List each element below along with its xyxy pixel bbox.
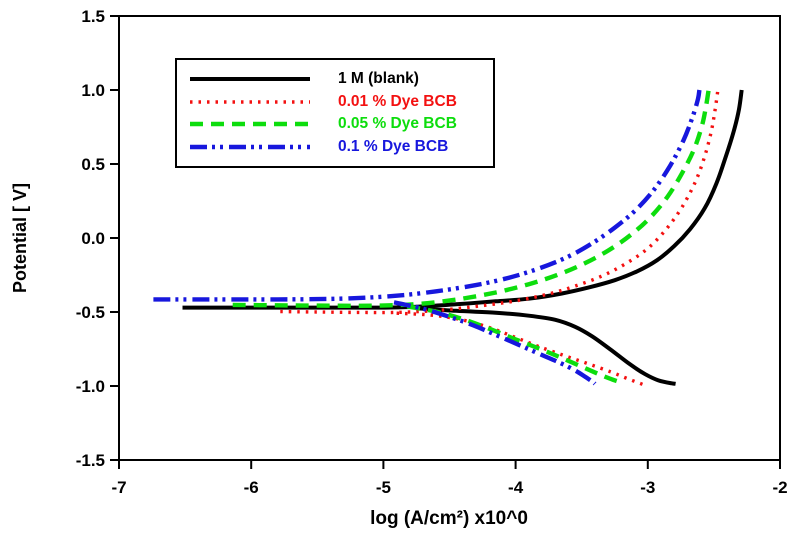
legend-line-sample <box>190 144 310 149</box>
legend-item-0-1-dye-bcb: 0.1 % Dye BCB <box>177 136 493 159</box>
legend-item-0-01-dye-bcb: 0.01 % Dye BCB <box>177 91 493 114</box>
legend-item-1-m-blank: 1 M (blank) <box>177 68 493 91</box>
legend-line-sample <box>190 122 310 127</box>
x-tick-label: -4 <box>508 478 524 497</box>
series-1-m-blank-anodic <box>182 89 744 310</box>
legend-label: 0.1 % Dye BCB <box>338 137 449 155</box>
y-tick-label: -0.5 <box>76 303 105 322</box>
y-tick-label: -1.5 <box>76 451 105 470</box>
x-tick-label: -3 <box>640 478 655 497</box>
legend-line-sample <box>190 77 310 82</box>
x-axis-title: log (A/cm²) x10^0 <box>370 508 528 529</box>
y-tick-label: -1.0 <box>76 377 105 396</box>
y-tick-label: 1.0 <box>81 81 105 100</box>
x-tick-label: -5 <box>376 478 391 497</box>
legend-item-0-05-dye-bcb: 0.05 % Dye BCB <box>177 113 493 136</box>
legend-label: 0.01 % Dye BCB <box>338 92 457 110</box>
y-tick-label: 0.0 <box>81 229 105 248</box>
series-0-05-dye-bcb-anodic <box>232 89 711 309</box>
y-axis-title: Potential [ V] <box>10 183 30 293</box>
legend: 1 M (blank) 0.01 % Dye BCB 0.05 % Dye BCB 0… <box>175 58 495 168</box>
y-tick-label: 0.5 <box>81 155 105 174</box>
x-tick-label: -6 <box>244 478 259 497</box>
axis-ticks: -7 -6 -5 -4 -3 -2 1.5 1.0 0.5 0.0 -0.5 -1.0 -1.5 <box>76 7 788 497</box>
x-tick-label: -7 <box>111 478 126 497</box>
x-tick-label: -2 <box>772 478 787 497</box>
series-curves <box>153 89 744 387</box>
legend-line-sample <box>190 100 310 104</box>
series-1-m-blank-cathodic <box>416 306 676 386</box>
legend-label: 1 M (blank) <box>338 70 419 88</box>
legend-label: 0.05 % Dye BCB <box>338 115 457 133</box>
y-tick-label: 1.5 <box>81 7 105 26</box>
series-0-1-dye-bcb-cathodic <box>393 300 597 386</box>
